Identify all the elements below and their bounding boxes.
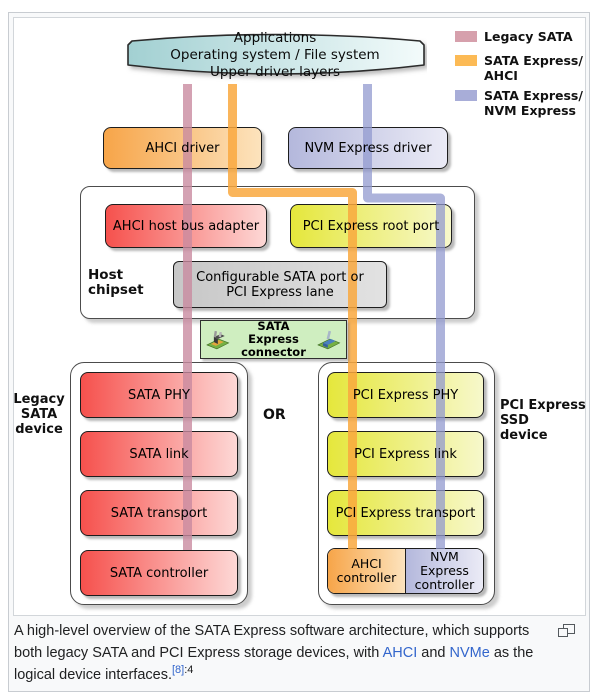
magnify-icon[interactable] bbox=[558, 623, 575, 645]
legend-swatch-sata-express-nvme-icon bbox=[455, 90, 477, 101]
pcie-phy-box: PCI Express PHY bbox=[327, 372, 484, 418]
pcie-transport-box: PCI Express transport bbox=[327, 490, 484, 536]
caption-text: and bbox=[417, 645, 450, 661]
configurable-port-label-line1: Configurable SATA port or bbox=[196, 269, 364, 285]
pcie-link-box: PCI Express link bbox=[327, 431, 484, 477]
caption: A high-level overview of the SATA Expres… bbox=[14, 620, 577, 686]
sata-controller-box: SATA controller bbox=[80, 550, 238, 596]
legend-label: SATA Express/ bbox=[484, 53, 583, 68]
pcie-ssd-device-label: PCI Express SSD device bbox=[500, 398, 586, 443]
legend-item-sata-express-nvme: SATA Express/ NVM Express bbox=[455, 88, 583, 118]
ahci-controller-box: AHCI controller bbox=[328, 549, 405, 593]
top-stack-line: Upper driver layers bbox=[209, 64, 341, 80]
ahci-driver-box: AHCI driver bbox=[103, 127, 262, 169]
sata-link-box: SATA link bbox=[80, 431, 238, 477]
legend-swatch-sata-express-ahci-icon bbox=[455, 55, 477, 66]
nvm-express-controller-box: NVM Express controller bbox=[405, 549, 483, 593]
ahci-host-bus-adapter-box: AHCI host bus adapter bbox=[105, 204, 267, 248]
sata-express-connector-box: SATA Express connector bbox=[200, 320, 347, 359]
caption-text: as the logical device interfaces. bbox=[14, 645, 534, 683]
legend-label: NVM Express bbox=[484, 103, 576, 118]
pcie-root-port-label: PCI Express root port bbox=[302, 218, 440, 234]
connector-plug-left-icon bbox=[206, 330, 230, 349]
top-stack-line: Applications bbox=[233, 30, 317, 46]
configurable-port-box: Configurable SATA port or PCI Express la… bbox=[173, 261, 387, 308]
ahci-driver-label: AHCI driver bbox=[145, 140, 220, 156]
reference-8-link[interactable]: [8] bbox=[171, 664, 185, 677]
legend-item-sata-express-ahci: SATA Express/ AHCI bbox=[455, 53, 583, 83]
top-stack-line: Operating system / File system bbox=[170, 47, 380, 63]
ahci-host-bus-adapter-label: AHCI host bus adapter bbox=[112, 218, 260, 234]
controllers-box: AHCI controller NVM Express controller bbox=[327, 548, 484, 594]
legend-item-legacy-sata: Legacy SATA bbox=[455, 29, 573, 44]
nvme-link[interactable]: NVMe bbox=[449, 645, 490, 661]
legend-label: SATA Express/ bbox=[484, 88, 583, 103]
ahci-link[interactable]: AHCI bbox=[382, 645, 418, 661]
nvm-express-driver-label: NVM Express driver bbox=[304, 140, 432, 156]
configurable-port-label-line2: PCI Express lane bbox=[226, 284, 334, 300]
legacy-sata-device-label: Legacy SATA device bbox=[13, 392, 65, 437]
top-stack-labels: Applications Operating system / File sys… bbox=[125, 30, 425, 81]
legend-label: Legacy SATA bbox=[484, 29, 573, 44]
connector-label: SATA Express connector bbox=[241, 319, 306, 359]
sata-phy-box: SATA PHY bbox=[80, 372, 238, 418]
connector-plug-right-icon bbox=[317, 330, 341, 349]
pcie-root-port-box: PCI Express root port bbox=[290, 204, 452, 248]
or-label: OR bbox=[263, 407, 286, 423]
reference-page: :4 bbox=[184, 664, 194, 677]
caption-text: A high-level overview of the SATA Expres… bbox=[14, 623, 530, 661]
legend-swatch-legacy-sata-icon bbox=[455, 31, 477, 42]
nvm-express-driver-box: NVM Express driver bbox=[288, 127, 448, 169]
host-chipset-label: Host chipset bbox=[88, 267, 144, 298]
top-stack-plaque bbox=[127, 33, 425, 75]
legend-label: AHCI bbox=[484, 68, 518, 83]
sata-transport-box: SATA transport bbox=[80, 490, 238, 536]
